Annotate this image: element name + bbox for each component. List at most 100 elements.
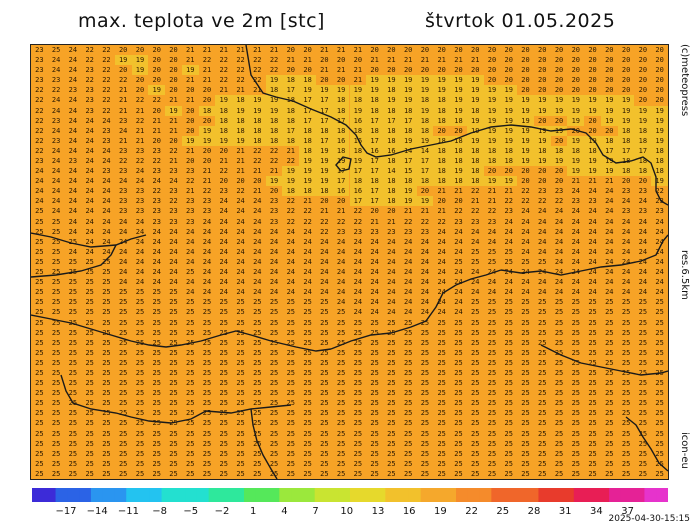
grid-value: 18 [634, 166, 652, 177]
color-scale-segment [491, 488, 504, 502]
grid-value: 24 [98, 246, 115, 257]
grid-value: 24 [131, 226, 149, 237]
grid-value: 24 [550, 246, 568, 257]
grid-value: 24 [165, 267, 182, 278]
grid-value: 18 [416, 176, 434, 187]
grid-value: 19 [533, 95, 551, 106]
grid-value: 25 [349, 448, 367, 459]
grid-value: 20 [148, 65, 166, 76]
grid-value: 24 [433, 236, 451, 247]
grid-value: 18 [416, 95, 434, 106]
grid-value: 24 [98, 216, 115, 227]
grid-value: 25 [651, 297, 668, 308]
grid-value: 20 [533, 45, 551, 56]
grid-value: 25 [466, 327, 484, 338]
grid-value: 21 [198, 45, 216, 56]
grid-value: 24 [64, 65, 82, 76]
grid-value: 19 [315, 176, 333, 187]
grid-value: 20 [600, 65, 618, 76]
grid-value: 19 [483, 105, 501, 116]
grid-value: 25 [131, 378, 149, 389]
grid-value: 25 [282, 367, 300, 379]
grid-value: 19 [550, 95, 568, 106]
grid-value: 25 [31, 448, 48, 459]
grid-value: 25 [399, 367, 417, 379]
grid-value: 24 [81, 226, 99, 237]
color-scale-segment [43, 488, 57, 502]
grid-value: 25 [215, 438, 233, 449]
grid-value: 19 [651, 135, 668, 146]
grid-value: 22 [282, 216, 300, 227]
grid-value: 25 [248, 327, 266, 338]
grid-value: 25 [500, 297, 518, 308]
grid-value: 19 [584, 105, 601, 116]
color-scale-segment [32, 488, 45, 502]
grid-value: 24 [567, 226, 585, 237]
grid-value: 24 [148, 246, 166, 257]
grid-value: 25 [332, 357, 350, 368]
grid-value: 24 [651, 256, 668, 268]
grid-value: 25 [533, 418, 551, 429]
grid-value: 25 [98, 297, 115, 308]
grid-value: 25 [265, 438, 283, 449]
grid-value: 23 [81, 85, 99, 96]
grid-value: 24 [366, 267, 383, 278]
grid-row: 24 24 24 24 23 23 24 23 23 23 21 22 21 21 21 19 19 19 17 17… [31, 166, 668, 177]
grid-value: 24 [31, 186, 48, 197]
grid-value: 25 [450, 347, 467, 358]
grid-value: 24 [349, 307, 367, 318]
grid-value: 25 [81, 256, 99, 268]
grid-value: 25 [500, 327, 518, 338]
grid-value: 25 [399, 347, 417, 358]
grid-value: 24 [567, 236, 585, 247]
grid-value: 25 [550, 398, 568, 409]
color-scale-tick: 34 [590, 506, 603, 517]
grid-value: 25 [416, 317, 434, 328]
grid-value: 21 [416, 206, 434, 217]
grid-value: 20 [567, 55, 585, 66]
grid-row: 25 25 25 25 25 25 25 25 25 25 25 25 25 25 25 25 25 25 25 25… [31, 418, 668, 429]
grid-value: 17 [332, 176, 350, 187]
grid-value: 20 [349, 55, 367, 66]
grid-value: 24 [634, 277, 652, 288]
grid-value: 25 [165, 438, 182, 449]
grid-value: 22 [500, 196, 518, 207]
grid-row: 25 25 25 25 25 25 25 25 25 25 25 25 25 25 25 25 25 25 25 25… [31, 408, 668, 419]
grid-value: 24 [148, 226, 166, 237]
grid-value: 25 [517, 256, 534, 268]
grid-value: 23 [131, 206, 149, 217]
grid-value: 25 [165, 337, 182, 348]
grid-value: 18 [500, 145, 518, 156]
grid-value: 25 [433, 428, 451, 439]
grid-value: 24 [416, 256, 434, 268]
grid-value: 25 [81, 337, 99, 348]
grid-value: 25 [31, 226, 48, 237]
grid-value: 24 [584, 186, 601, 197]
grid-value: 25 [114, 438, 132, 449]
grid-value: 21 [332, 206, 350, 217]
grid-value: 22 [248, 75, 266, 86]
grid-value: 24 [198, 246, 216, 257]
grid-value: 25 [383, 378, 400, 389]
grid-value: 22 [98, 65, 115, 76]
grid-value: 25 [165, 388, 182, 399]
grid-value: 25 [450, 408, 467, 419]
grid-value: 24 [567, 287, 585, 298]
grid-value: 25 [198, 438, 216, 449]
grid-value: 21 [315, 45, 333, 56]
grid-value: 25 [617, 307, 635, 318]
grid-value: 25 [483, 418, 501, 429]
grid-value: 25 [433, 408, 451, 419]
grid-value: 25 [366, 388, 383, 399]
grid-value: 25 [181, 438, 199, 449]
grid-value: 18 [617, 135, 635, 146]
grid-value: 24 [114, 246, 132, 257]
grid-value: 20 [416, 65, 434, 76]
grid-value: 25 [232, 337, 249, 348]
grid-value: 24 [47, 65, 65, 76]
grid-value: 24 [651, 287, 668, 298]
color-scale-segment [196, 488, 210, 502]
grid-value: 25 [466, 307, 484, 318]
grid-value: 24 [349, 287, 367, 298]
grid-value: 24 [416, 246, 434, 257]
